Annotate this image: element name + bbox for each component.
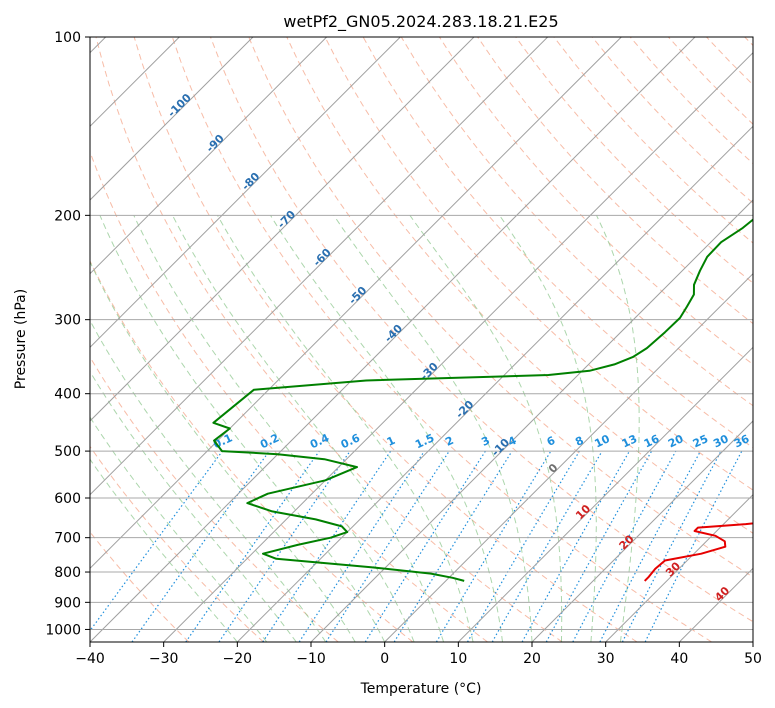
isotherm-line [90, 37, 328, 275]
mixing-ratio-annotation: 10 [593, 432, 613, 450]
isotherm-line [90, 37, 622, 570]
mixing-ratio-annotation: 13 [620, 432, 639, 450]
y-tick-label: 400 [54, 387, 81, 403]
y-tick-label: 600 [54, 491, 81, 507]
x-tick-label: 20 [523, 651, 541, 667]
x-tick-label: −40 [75, 651, 105, 667]
moist-adiabat-line [217, 215, 474, 642]
y-tick-label: 500 [54, 444, 81, 460]
x-tick-label: −10 [296, 651, 326, 667]
isotherm-line [90, 37, 475, 422]
x-axis-label: Temperature (°C) [360, 681, 482, 697]
mixing-ratio-annotation: 25 [691, 432, 710, 450]
dry-adiabat-line [248, 37, 753, 578]
x-tick-label: −20 [223, 651, 253, 667]
dry-adiabat-line [95, 37, 563, 642]
moist-adiabat-line [90, 416, 268, 642]
mixing-ratio-line [393, 450, 513, 642]
moist-adiabat-line [172, 215, 445, 642]
profile-series [212, 218, 753, 582]
y-axis-ticks: 100 200 300 400 500 600 700 800 900 1000 [45, 30, 90, 638]
mixing-ratio-annotation: 36 [732, 432, 752, 450]
moist-adiabat-line [90, 458, 238, 642]
mixing-ratio-line [90, 450, 223, 632]
mixing-ratio-line [521, 450, 631, 642]
isotherm-line [384, 272, 753, 642]
mixing-ratio-line [262, 450, 392, 642]
dry-adiabat-line [90, 445, 264, 642]
isotherm-line [163, 51, 753, 642]
isotherm-line [90, 37, 401, 349]
mixing-ratio-line [218, 450, 351, 642]
x-tick-label: 50 [744, 651, 762, 667]
mixing-ratio-line [572, 450, 677, 642]
plot-frame [89, 36, 754, 643]
mixing-ratio-line [545, 450, 653, 642]
y-tick-label: 300 [54, 313, 81, 329]
dry-adiabat-line [90, 356, 339, 642]
x-axis-ticks: −40 −30 −20 −10 0 10 20 30 40 50 [75, 642, 762, 667]
moist-adiabat-line [409, 215, 563, 642]
mixing-ratio-line [298, 450, 425, 642]
isotherm-line [236, 125, 753, 642]
moist-adiabat-line [99, 215, 386, 642]
y-tick-label: 100 [54, 30, 81, 46]
y-axis-label: Pressure (hPa) [13, 289, 29, 389]
isotherm-line [90, 37, 696, 642]
moist-adiabat-line [133, 215, 415, 642]
mixing-ratio-annotation: 30 [711, 432, 731, 450]
isotherms [90, 37, 753, 642]
dry-adiabat-line [515, 37, 753, 284]
moist-adiabat-line [333, 215, 533, 642]
mixing-ratio-line [185, 450, 320, 642]
dry-adiabat-line [286, 37, 753, 534]
isotherm-line [310, 199, 753, 642]
moist-adiabat-line [90, 319, 327, 642]
mixing-ratio-annotation: 20 [666, 432, 686, 450]
mixing-ratio-annotation: 16 [642, 432, 662, 450]
x-tick-label: 10 [449, 651, 467, 667]
x-tick-label: 30 [597, 651, 615, 667]
isotherm-line [457, 346, 753, 642]
y-tick-label: 700 [54, 531, 81, 547]
x-tick-label: −30 [149, 651, 179, 667]
dry-adiabat-line [324, 37, 753, 491]
isotherm-line [90, 37, 254, 201]
y-tick-label: 1000 [45, 622, 81, 638]
y-tick-label: 900 [54, 595, 81, 611]
mixing-ratio-lines [90, 450, 743, 642]
isotherm-line [605, 493, 753, 642]
moist-adiabat-line [270, 215, 503, 642]
chart-title: wetPf2_GN05.2024.283.18.21.E25 [283, 12, 558, 32]
temperature-profile-line [643, 522, 753, 582]
moist-adiabat-line [90, 370, 297, 642]
moist-adiabat-line [90, 260, 356, 642]
x-tick-label: 40 [670, 651, 688, 667]
y-tick-label: 800 [54, 565, 81, 581]
dry-adiabat-line [171, 37, 712, 642]
y-tick-label: 200 [54, 208, 81, 224]
isotherm-line [531, 420, 753, 642]
dry-adiabat-line [133, 37, 638, 642]
pressure-gridlines [90, 37, 753, 630]
dry-adiabat-line [90, 259, 414, 642]
dewpoint-profile-line [212, 218, 753, 582]
x-tick-label: 0 [380, 651, 389, 667]
mixing-ratio-line [644, 450, 743, 642]
isotherm-line [90, 37, 549, 496]
moist-adiabat-line [596, 215, 640, 642]
dry-adiabat-line [210, 37, 753, 623]
mixing-ratio-line [131, 450, 270, 642]
dry-adiabats [90, 37, 753, 642]
mixing-ratio-line [325, 450, 450, 642]
moist-adiabats [90, 215, 640, 642]
